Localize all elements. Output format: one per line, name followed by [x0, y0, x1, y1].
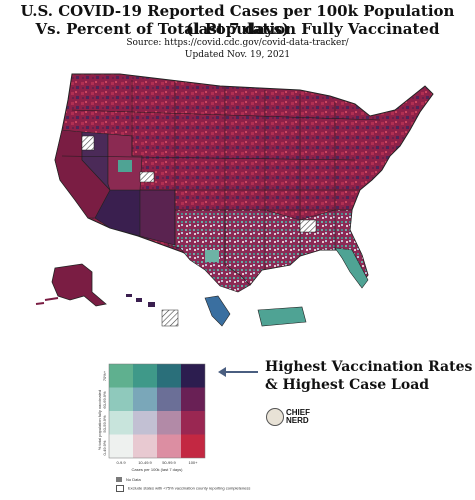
map-title-line-1: U.S. COVID-19 Reported Cases per 100k Po… — [20, 2, 455, 38]
source-text: Source: https://covid.cdc.gov/covid-data… — [126, 38, 349, 48]
hawaii-region — [126, 294, 179, 327]
callout-line-1: Highest Vaccination Rates — [265, 359, 473, 375]
callout-line-2: & Highest Case Load — [265, 377, 430, 393]
florida-region — [334, 247, 369, 289]
legend-y-tick-0: 70%+ — [102, 370, 107, 381]
alaska-aleutians — [35, 297, 59, 305]
legend-x-tick-2: 50-99.9 — [162, 460, 176, 465]
excluded-area-southeast — [299, 219, 317, 233]
legend-cell-r3-c1 — [133, 434, 157, 458]
puerto-rico-region — [257, 306, 307, 327]
exclude-label: Exclude states with <75% vaccination cou… — [128, 485, 251, 491]
legend-cell-r0-c1 — [133, 364, 157, 388]
legend-cell-r0-c2 — [157, 364, 181, 388]
exclude-legend: Exclude states with <75% vaccination cou… — [116, 485, 250, 492]
legend-cell-r2-c1 — [133, 411, 157, 435]
no-data-legend: No Data — [116, 477, 141, 483]
territory-region — [204, 295, 231, 327]
brand-line-1: CHIEF — [286, 408, 310, 417]
legend-cell-r1-c0 — [109, 387, 133, 411]
legend-cell-r1-c2 — [157, 387, 181, 411]
exclude-swatch — [116, 485, 124, 492]
legend-x-axis-label: Cases per 100k (last 7 days) — [132, 467, 184, 472]
legend-y-tick-2: 50-59.9% — [102, 415, 107, 433]
teal-pocket-nevada — [118, 160, 132, 172]
legend-cell-r2-c2 — [157, 411, 181, 435]
legend-cell-r3-c3 — [181, 434, 205, 458]
no-data-label: No Data — [126, 477, 141, 482]
legend-grid-border — [108, 363, 206, 459]
brand-logo: CHIEF NERD — [266, 406, 322, 430]
legend-cell-r1-c3 — [181, 387, 205, 411]
teal-pocket-texas — [205, 250, 219, 262]
excluded-area-west — [81, 135, 95, 151]
state-boundaries — [61, 80, 381, 270]
legend-grid — [108, 363, 206, 459]
legend-cell-r0-c0 — [109, 364, 133, 388]
no-data-swatch — [116, 477, 122, 483]
legend-x-tick-3: 100+ — [188, 460, 198, 465]
legend-y-tick-3: 0-49.9% — [102, 440, 107, 455]
legend-y-tick-1: 60-69.9% — [102, 391, 107, 409]
legend-cell-r1-c1 — [133, 387, 157, 411]
map-title-line-2: Vs. Percent of Total Population Fully Va… — [35, 20, 440, 38]
updated-text: Updated Nov. 19, 2021 — [184, 50, 291, 60]
legend-x-tick-0: 0-9.9 — [116, 460, 126, 465]
southeast-region — [224, 209, 369, 286]
legend-cell-r3-c0 — [109, 434, 133, 458]
legend-cell-r3-c2 — [157, 434, 181, 458]
excluded-area-utah — [139, 171, 155, 183]
avatar-icon — [266, 408, 284, 426]
legend-cell-r2-c0 — [109, 411, 133, 435]
legend-y-axis-label: % total population fully vaccinated — [97, 390, 102, 450]
alaska-region — [51, 263, 107, 307]
brand-line-2: NERD — [286, 416, 309, 425]
legend-x-tick-1: 10-49.9 — [138, 460, 152, 465]
legend-cell-r0-c3 — [181, 364, 205, 388]
legend-cell-r2-c3 — [181, 411, 205, 435]
left-arrow-icon — [218, 367, 258, 377]
us-choropleth-map — [35, 73, 434, 327]
bivariate-legend: % total population fully vaccinated 70%+… — [97, 363, 206, 472]
new-mexico-region — [139, 189, 176, 246]
